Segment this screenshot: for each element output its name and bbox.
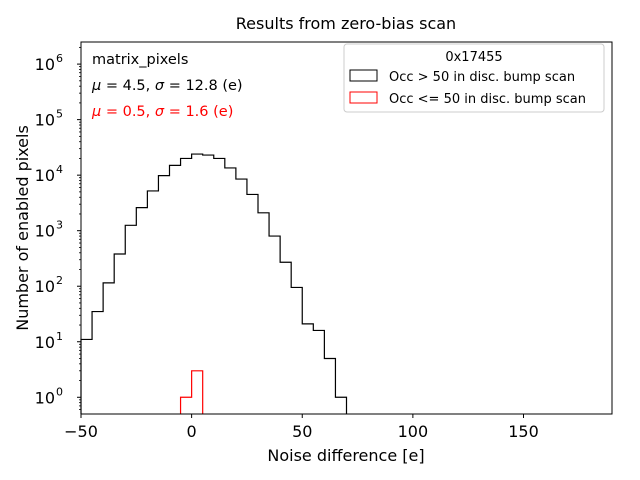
stats-black: μ = 4.5, σ = 12.8 (e)	[91, 78, 243, 94]
y-tick-label: 10	[35, 222, 55, 241]
legend-box	[343, 43, 605, 113]
legend-title: 0x17455	[445, 50, 502, 65]
plot-frame	[80, 41, 613, 415]
stats-red: μ = 0.5, σ = 1.6 (e)	[91, 104, 233, 120]
mu-value: = 4.5,	[101, 78, 155, 94]
y-tick-exponent: 6	[56, 52, 63, 65]
y-tick-label: 10	[35, 388, 55, 407]
sigma-symbol: σ	[155, 78, 165, 94]
y-tick-label: 10	[35, 166, 55, 185]
y-tick-exponent: 1	[56, 330, 63, 343]
histogram-series	[80, 153, 348, 414]
histogram-series-1	[179, 370, 204, 414]
y-tick-label: 10	[35, 111, 55, 130]
x-tick-label: 0	[187, 422, 197, 441]
y-tick-exponent: 5	[56, 108, 63, 121]
y-tick-label: 10	[35, 55, 55, 74]
x-axis-label: Noise difference [e]	[267, 446, 424, 465]
x-tick-label: 50	[292, 422, 312, 441]
x-tick-label: 100	[398, 422, 429, 441]
x-tick-label: 150	[508, 422, 539, 441]
chart-title: Results from zero-bias scan	[236, 14, 456, 33]
mu-value: = 0.5,	[101, 104, 155, 120]
y-tick-exponent: 3	[56, 219, 63, 232]
y-tick-exponent: 2	[56, 274, 63, 287]
legend-label-red: Occ <= 50 in disc. bump scan	[389, 92, 586, 107]
stats-annotation: matrix_pixels μ = 4.5, σ = 12.8 (e) μ = …	[91, 52, 243, 120]
y-tick-label: 10	[35, 333, 55, 352]
x-tick-label: −50	[64, 422, 98, 441]
sigma-value: = 1.6 (e)	[164, 104, 233, 120]
legend-swatch-red	[349, 91, 378, 104]
sigma-value: = 12.8 (e)	[164, 78, 243, 94]
y-tick-exponent: 4	[56, 163, 63, 176]
y-tick-exponent: 0	[56, 385, 63, 398]
mu-symbol: μ	[91, 78, 101, 94]
mu-symbol: μ	[91, 104, 101, 120]
y-tick-label: 10	[35, 277, 55, 296]
y-axis-label: Number of enabled pixels	[13, 125, 32, 331]
histogram-series-0	[80, 153, 348, 414]
legend: 0x17455 Occ > 50 in disc. bump scan Occ …	[343, 43, 605, 113]
legend-label-black: Occ > 50 in disc. bump scan	[389, 70, 575, 85]
legend-swatch-black	[349, 69, 378, 82]
sigma-symbol: σ	[155, 104, 165, 120]
dataset-label: matrix_pixels	[92, 52, 188, 68]
